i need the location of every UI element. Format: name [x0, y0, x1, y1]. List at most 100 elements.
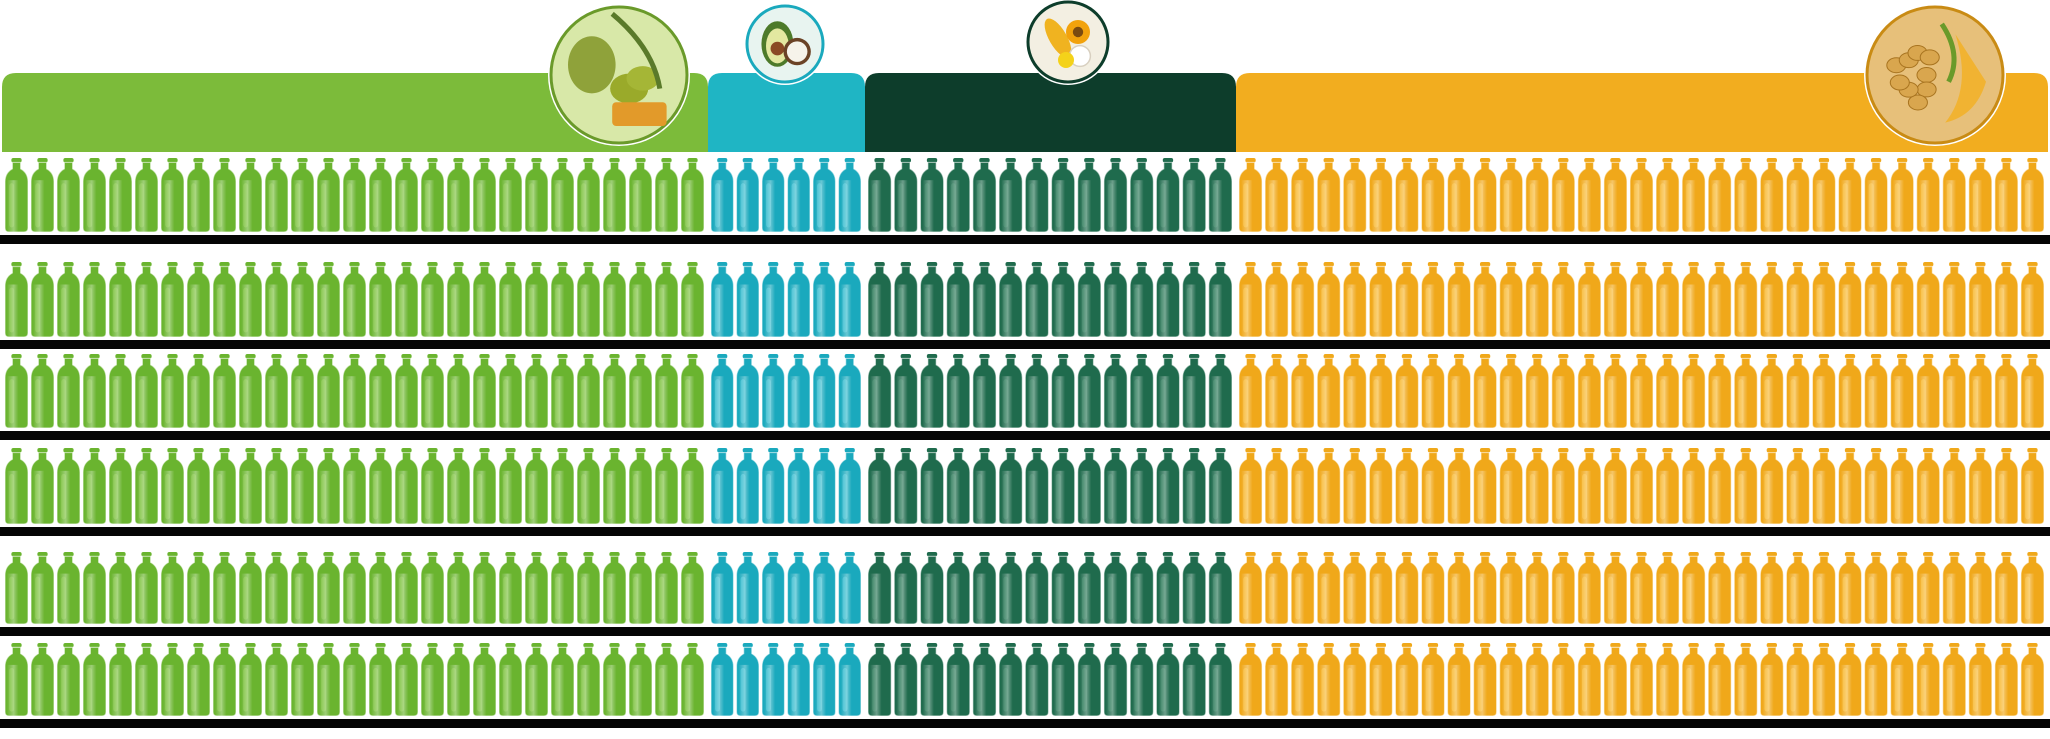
oil-bottle	[1759, 448, 1784, 525]
oil-bottle	[1811, 262, 1837, 338]
oil-bottle	[680, 262, 705, 338]
category-header-coconut-avocado	[708, 73, 865, 152]
oil-bottle	[1238, 262, 1263, 338]
oil-bottle	[30, 262, 55, 338]
oil-bottle	[342, 262, 367, 338]
bottle-group-corn-sunflower	[867, 448, 1233, 525]
oil-bottle	[420, 354, 445, 429]
oil-bottle	[1264, 552, 1289, 625]
oil-bottle	[134, 262, 159, 338]
oil-bottle	[290, 354, 315, 429]
oil-bottle	[264, 158, 289, 233]
oil-bottle	[1050, 552, 1076, 625]
oil-bottle	[710, 354, 735, 429]
oil-bottle	[316, 158, 341, 233]
oil-bottle	[1342, 262, 1367, 338]
oil-bottle	[1420, 262, 1446, 338]
oil-bottle	[1707, 158, 1732, 233]
oil-bottle	[368, 643, 393, 717]
oil-bottle	[264, 448, 289, 525]
oil-bottle	[342, 643, 367, 717]
oil-bottle	[1811, 552, 1837, 625]
oil-bottle	[1264, 643, 1289, 717]
oil-bottle	[498, 354, 523, 429]
oil-bottle	[867, 354, 892, 429]
oil-bottle	[290, 552, 315, 625]
shelf-bar	[0, 719, 2050, 728]
oil-bottle	[1129, 354, 1154, 429]
oil-bottle	[1890, 262, 1915, 338]
oil-bottle	[446, 354, 471, 429]
oil-bottle	[1420, 354, 1446, 429]
oil-bottle	[82, 552, 107, 625]
oil-bottle	[1551, 552, 1576, 625]
oil-bottle	[893, 448, 919, 525]
oil-bottle	[1024, 448, 1050, 525]
oil-bottle	[1472, 552, 1498, 625]
oil-bottle	[1942, 643, 1967, 717]
oil-bottle	[1551, 448, 1576, 525]
oil-bottle	[160, 354, 185, 429]
oil-bottle	[761, 158, 786, 233]
oil-bottle	[238, 158, 263, 233]
oil-bottle	[837, 643, 862, 717]
oil-bottle	[186, 448, 211, 525]
oil-bottle	[893, 552, 919, 625]
oil-bottle	[1208, 354, 1233, 429]
oil-bottle	[498, 158, 523, 233]
oil-bottle	[628, 552, 653, 625]
oil-bottle	[316, 643, 341, 717]
oil-bottle	[1733, 354, 1758, 429]
oil-bottle	[1890, 354, 1915, 429]
oil-bottle	[1603, 262, 1628, 338]
oil-bottle	[680, 552, 705, 625]
oil-bottle	[472, 262, 497, 338]
oil-bottle	[893, 262, 919, 338]
oil-bottle	[1342, 448, 1367, 525]
oil-bottle	[761, 448, 786, 525]
oil-bottle	[1024, 552, 1050, 625]
oil-bottle	[1181, 354, 1207, 429]
oil-bottle	[812, 262, 837, 338]
oil-bottle	[919, 643, 945, 717]
oil-bottle	[1655, 354, 1680, 429]
oil-bottle	[56, 552, 81, 625]
avocado-coconut-icon	[744, 3, 826, 85]
bottle-group-corn-sunflower	[867, 354, 1233, 429]
oil-bottle	[919, 552, 945, 625]
oil-bottle	[394, 158, 419, 233]
oil-bottle	[134, 643, 159, 717]
oil-bottle	[998, 643, 1023, 717]
bottle-group-soy	[1238, 643, 2045, 717]
oil-bottle	[160, 262, 185, 338]
oil-bottle	[1394, 552, 1420, 625]
oil-bottle	[1238, 354, 1263, 429]
oil-bottle	[1942, 448, 1967, 525]
oil-bottle	[867, 552, 892, 625]
oil-bottle	[1811, 448, 1837, 525]
oil-bottle	[186, 643, 211, 717]
oil-bottle	[1916, 262, 1941, 338]
oil-bottle	[1577, 643, 1602, 717]
oil-bottle	[290, 643, 315, 717]
oil-bottle	[186, 354, 211, 429]
oil-bottle	[316, 552, 341, 625]
oil-bottle	[1681, 262, 1706, 338]
oil-bottle	[1394, 643, 1420, 717]
oil-bottle	[761, 354, 786, 429]
oil-bottle	[1759, 643, 1784, 717]
oil-bottle	[212, 158, 237, 233]
oil-bottle	[1208, 552, 1233, 625]
oil-bottle	[1499, 158, 1524, 233]
oil-bottle	[812, 552, 837, 625]
oil-bottle	[946, 552, 971, 625]
shelf-row	[0, 158, 2050, 244]
oil-bottle	[316, 354, 341, 429]
oil-bottle	[160, 552, 185, 625]
oil-bottle	[1968, 552, 1993, 625]
oil-bottle	[1942, 552, 1967, 625]
oil-bottle	[1050, 354, 1076, 429]
oil-bottle	[1342, 354, 1367, 429]
oil-bottle	[1655, 158, 1680, 233]
oil-bottle	[1994, 552, 2019, 625]
